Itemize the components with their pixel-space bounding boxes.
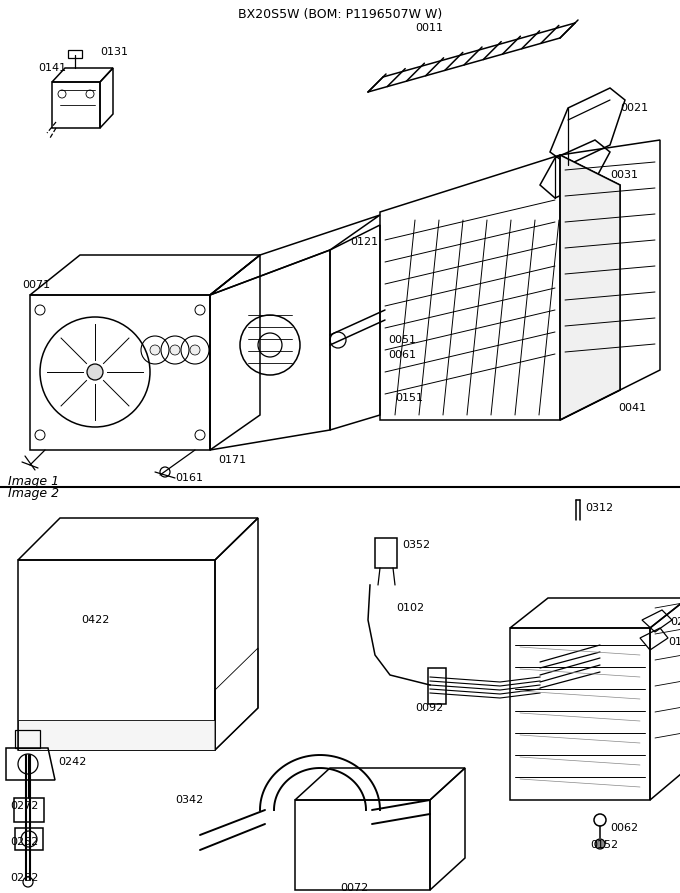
Text: 0051: 0051 xyxy=(388,335,416,345)
Circle shape xyxy=(594,814,606,826)
Bar xyxy=(375,538,397,568)
Bar xyxy=(428,668,446,704)
Text: 0021: 0021 xyxy=(620,103,648,113)
Polygon shape xyxy=(560,155,620,420)
Circle shape xyxy=(23,877,33,887)
Text: 0072: 0072 xyxy=(340,883,369,893)
Text: 0011: 0011 xyxy=(415,23,443,33)
Text: BX20S5W (BOM: P1196507W W): BX20S5W (BOM: P1196507W W) xyxy=(238,8,442,21)
Text: 0342: 0342 xyxy=(175,795,203,805)
Bar xyxy=(15,828,43,850)
Text: 0121: 0121 xyxy=(350,237,378,247)
Bar xyxy=(68,50,82,58)
Text: 0041: 0041 xyxy=(618,403,646,413)
Bar xyxy=(14,798,44,822)
Text: 0092: 0092 xyxy=(415,703,443,713)
Text: 0102: 0102 xyxy=(396,603,424,613)
Text: 0141: 0141 xyxy=(38,63,66,73)
Text: 0242: 0242 xyxy=(58,757,86,767)
Circle shape xyxy=(170,345,180,355)
Circle shape xyxy=(595,839,605,849)
Text: 0161: 0161 xyxy=(175,473,203,483)
Text: 0062: 0062 xyxy=(610,823,638,833)
Text: 0171: 0171 xyxy=(218,455,246,465)
Text: 0222: 0222 xyxy=(670,617,680,627)
Circle shape xyxy=(87,364,103,380)
Text: 0151: 0151 xyxy=(395,393,423,403)
Text: 0282: 0282 xyxy=(10,873,38,883)
Circle shape xyxy=(150,345,160,355)
Text: 0152: 0152 xyxy=(590,840,618,850)
Text: Image 2: Image 2 xyxy=(8,488,59,500)
Text: 0352: 0352 xyxy=(402,540,430,550)
Text: 0071: 0071 xyxy=(22,280,50,290)
Text: 0422: 0422 xyxy=(81,615,109,625)
Text: 0312: 0312 xyxy=(585,503,613,513)
Text: 0122: 0122 xyxy=(668,637,680,647)
Text: 0272: 0272 xyxy=(10,801,38,811)
Text: 0031: 0031 xyxy=(610,170,638,180)
Text: 0061: 0061 xyxy=(388,350,416,360)
Polygon shape xyxy=(18,720,215,750)
Circle shape xyxy=(190,345,200,355)
Text: Image 1: Image 1 xyxy=(8,475,59,488)
Text: 0131: 0131 xyxy=(100,47,128,57)
Text: 0252: 0252 xyxy=(10,837,38,847)
